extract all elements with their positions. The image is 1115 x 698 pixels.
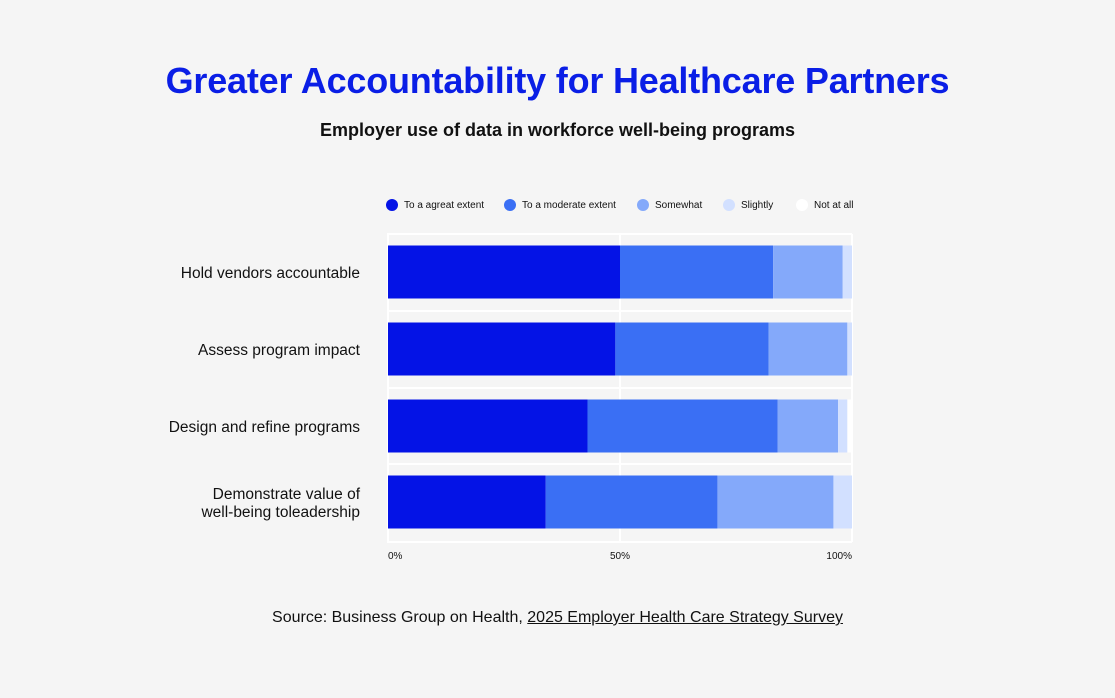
bar-segment bbox=[615, 322, 769, 376]
category-label-line: Assess program impact bbox=[198, 342, 361, 359]
legend-label: To a moderate extent bbox=[522, 199, 616, 211]
source-note: Source: Business Group on Health, 2025 E… bbox=[0, 609, 1115, 627]
chart-legend: To a agreat extent To a moderate extent So… bbox=[386, 197, 856, 213]
legend-swatch bbox=[723, 199, 735, 211]
chart-subtitle: Employer use of data in workforce well-b… bbox=[319, 120, 796, 140]
bar-segment bbox=[838, 399, 848, 453]
legend-item: Slightly bbox=[723, 197, 773, 213]
x-tick-label: 100% bbox=[826, 551, 852, 562]
category-label-line: well-being toleadership bbox=[200, 504, 360, 521]
bar-segment bbox=[587, 399, 778, 453]
legend-label: Not at all bbox=[814, 199, 854, 211]
bar-segment bbox=[717, 475, 834, 529]
legend-item: Not at all bbox=[796, 197, 853, 213]
bar-segment bbox=[847, 322, 852, 376]
legend-swatch bbox=[504, 199, 516, 211]
legend-swatch bbox=[637, 199, 649, 211]
bar-segment bbox=[777, 399, 839, 453]
legend-item: To a agreat extent bbox=[386, 197, 484, 213]
bar-segment bbox=[620, 245, 774, 299]
category-label-line: Demonstrate value of bbox=[213, 486, 361, 503]
legend-swatch bbox=[796, 199, 808, 211]
bar-segment bbox=[388, 245, 620, 299]
chart-title: Greater Accountability for Healthcare Pa… bbox=[165, 60, 950, 101]
legend-swatch bbox=[386, 199, 398, 211]
bar-segment bbox=[388, 322, 616, 376]
bar-segment bbox=[388, 475, 546, 529]
source-prefix: Source: Business Group on Health, bbox=[272, 609, 528, 626]
bar-segment bbox=[768, 322, 848, 376]
category-label: Demonstrate value of well-being toleaders… bbox=[200, 486, 360, 521]
legend-label: Somewhat bbox=[655, 199, 703, 211]
category-label-line: Hold vendors accountable bbox=[181, 265, 360, 282]
legend-label: To a agreat extent bbox=[404, 199, 485, 211]
x-tick-label: 0% bbox=[388, 551, 403, 562]
source-survey-link[interactable]: 2025 Employer Health Care Strategy Surve… bbox=[527, 609, 843, 626]
bar-segment bbox=[545, 475, 718, 529]
category-label: Hold vendors accountable bbox=[181, 265, 360, 282]
bar-segment bbox=[833, 475, 852, 529]
legend-item: Somewhat bbox=[637, 197, 702, 213]
legend-label: Slightly bbox=[741, 199, 774, 211]
x-tick-label: 50% bbox=[610, 551, 630, 562]
bar-segment bbox=[388, 399, 588, 453]
category-label-line: Design and refine programs bbox=[169, 419, 361, 436]
category-label: Design and refine programs bbox=[169, 419, 361, 436]
category-label: Assess program impact bbox=[198, 342, 361, 359]
bar-segment bbox=[847, 399, 852, 453]
bar-segment bbox=[842, 245, 852, 299]
legend-item: To a moderate extent bbox=[504, 197, 616, 213]
bar-segment bbox=[773, 245, 843, 299]
